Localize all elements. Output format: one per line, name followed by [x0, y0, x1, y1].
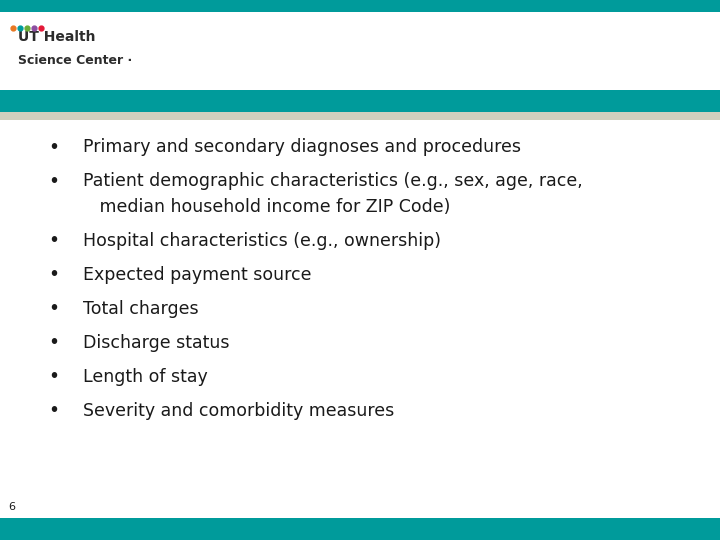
Text: UT Health: UT Health — [18, 30, 96, 44]
Text: Hospital characteristics (e.g., ownership): Hospital characteristics (e.g., ownershi… — [83, 232, 441, 249]
Bar — [0, 112, 720, 120]
Text: Length of stay: Length of stay — [83, 368, 207, 386]
Text: Patient demographic characteristics (e.g., sex, age, race,: Patient demographic characteristics (e.g… — [83, 172, 582, 190]
Bar — [0, 90, 720, 112]
Text: Science Center ·: Science Center · — [18, 54, 132, 67]
Text: Expected payment source: Expected payment source — [83, 266, 311, 284]
Text: Primary and secondary diagnoses and procedures: Primary and secondary diagnoses and proc… — [83, 138, 521, 156]
Text: Discharge status: Discharge status — [83, 334, 229, 352]
Text: •: • — [48, 266, 60, 285]
Text: •: • — [48, 368, 60, 387]
Text: median household income for ZIP Code): median household income for ZIP Code) — [83, 198, 450, 215]
Bar — [0, 12, 720, 90]
Text: Total charges: Total charges — [83, 300, 199, 318]
Text: •: • — [48, 402, 60, 421]
Text: 6: 6 — [8, 502, 15, 512]
Text: Severity and comorbidity measures: Severity and comorbidity measures — [83, 402, 394, 420]
Text: •: • — [48, 334, 60, 353]
Bar — [0, 0, 720, 12]
Bar — [0, 518, 720, 540]
Text: •: • — [48, 300, 60, 319]
Text: •: • — [48, 232, 60, 251]
Text: •: • — [48, 138, 60, 157]
Text: •: • — [48, 172, 60, 191]
